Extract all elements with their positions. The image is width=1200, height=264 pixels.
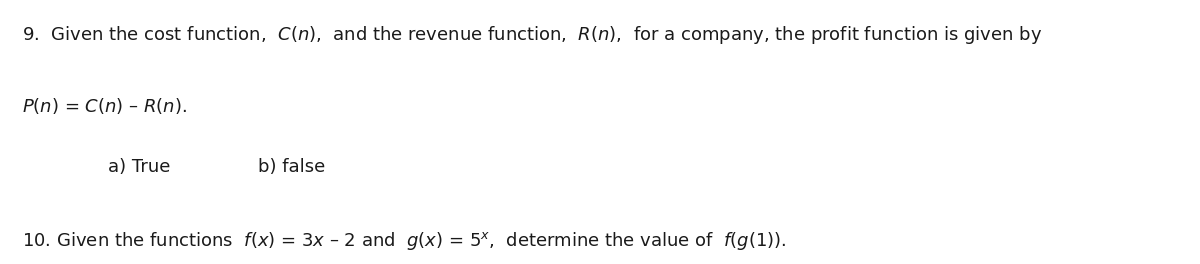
Text: 9.  Given the cost function,  $\mathit{C(n)}$,  and the revenue function,  $\mat: 9. Given the cost function, $\mathit{C(n…: [22, 24, 1042, 46]
Text: $\mathit{P(n)}$ = $\mathit{C(n)}$ – $\mathit{R(n)}$.: $\mathit{P(n)}$ = $\mathit{C(n)}$ – $\ma…: [22, 96, 187, 116]
Text: 10. Given the functions  $\mathit{f}$($\mathit{x}$) = 3$\mathit{x}$ – 2 and  $\m: 10. Given the functions $\mathit{f}$($\m…: [22, 230, 786, 252]
Text: b) false: b) false: [258, 158, 325, 176]
Text: a) True: a) True: [108, 158, 170, 176]
